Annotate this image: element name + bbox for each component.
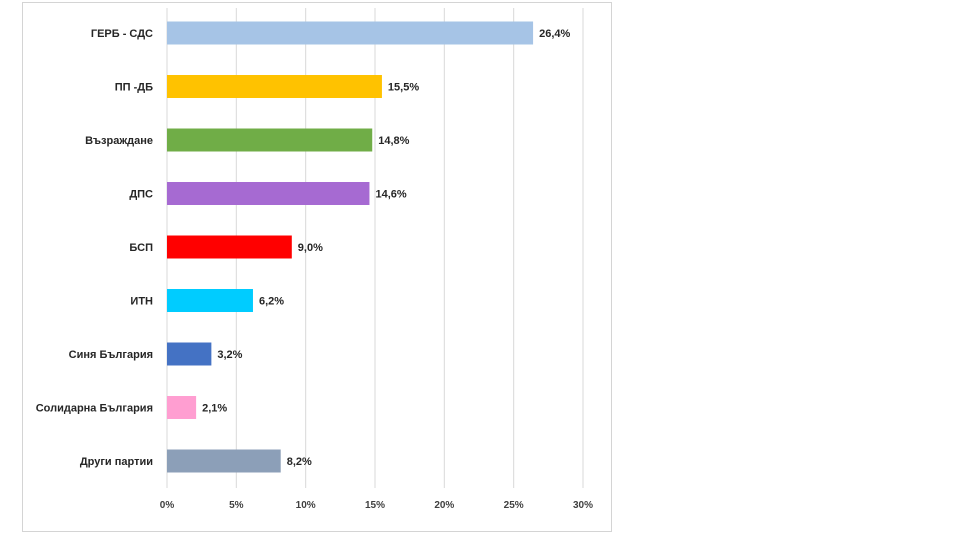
value-label: 14,8% xyxy=(378,135,409,147)
value-label: 6,2% xyxy=(259,296,284,308)
value-label: 9,0% xyxy=(298,242,323,254)
value-labels: 26,4% 15,5% 14,8% 14,6% 9,0% 6,2% 3,2% 2,1% 8,2% xyxy=(202,28,570,468)
category-label: БСП xyxy=(129,242,153,254)
value-label: 8,2% xyxy=(287,456,312,468)
bar xyxy=(167,75,382,98)
value-label: 15,5% xyxy=(388,82,419,94)
bar xyxy=(167,128,373,152)
x-tick-labels: 0% 5% 10% 15% 20% 25% 30% xyxy=(160,500,593,511)
category-labels: ГЕРБ - СДС ПП -ДБ Възраждане ДПС БСП ИТН Синя … xyxy=(36,28,153,468)
category-label: Други партии xyxy=(80,456,153,468)
value-label: 26,4% xyxy=(539,28,570,40)
x-tick-label: 5% xyxy=(229,500,244,511)
bar xyxy=(167,289,253,312)
bar xyxy=(167,342,212,366)
bar xyxy=(167,235,292,259)
value-label: 14,6% xyxy=(375,189,406,201)
value-label: 2,1% xyxy=(202,403,227,415)
x-tick-label: 15% xyxy=(365,500,385,511)
bar xyxy=(167,449,281,473)
category-label: Солидарна България xyxy=(36,403,153,415)
category-label: ПП -ДБ xyxy=(115,82,153,94)
x-tick-label: 10% xyxy=(296,500,316,511)
category-label: ДПС xyxy=(129,189,153,201)
value-label: 3,2% xyxy=(217,349,242,361)
x-tick-label: 30% xyxy=(573,500,593,511)
category-label: Синя България xyxy=(69,349,153,361)
bars xyxy=(167,21,534,473)
bar xyxy=(167,21,534,45)
bar xyxy=(167,396,197,419)
bar xyxy=(167,182,370,205)
x-tick-label: 25% xyxy=(504,500,524,511)
x-tick-label: 20% xyxy=(434,500,454,511)
category-label: Възраждане xyxy=(85,135,153,147)
category-label: ИТН xyxy=(130,296,153,308)
x-tick-label: 0% xyxy=(160,500,175,511)
category-label: ГЕРБ - СДС xyxy=(91,28,153,40)
